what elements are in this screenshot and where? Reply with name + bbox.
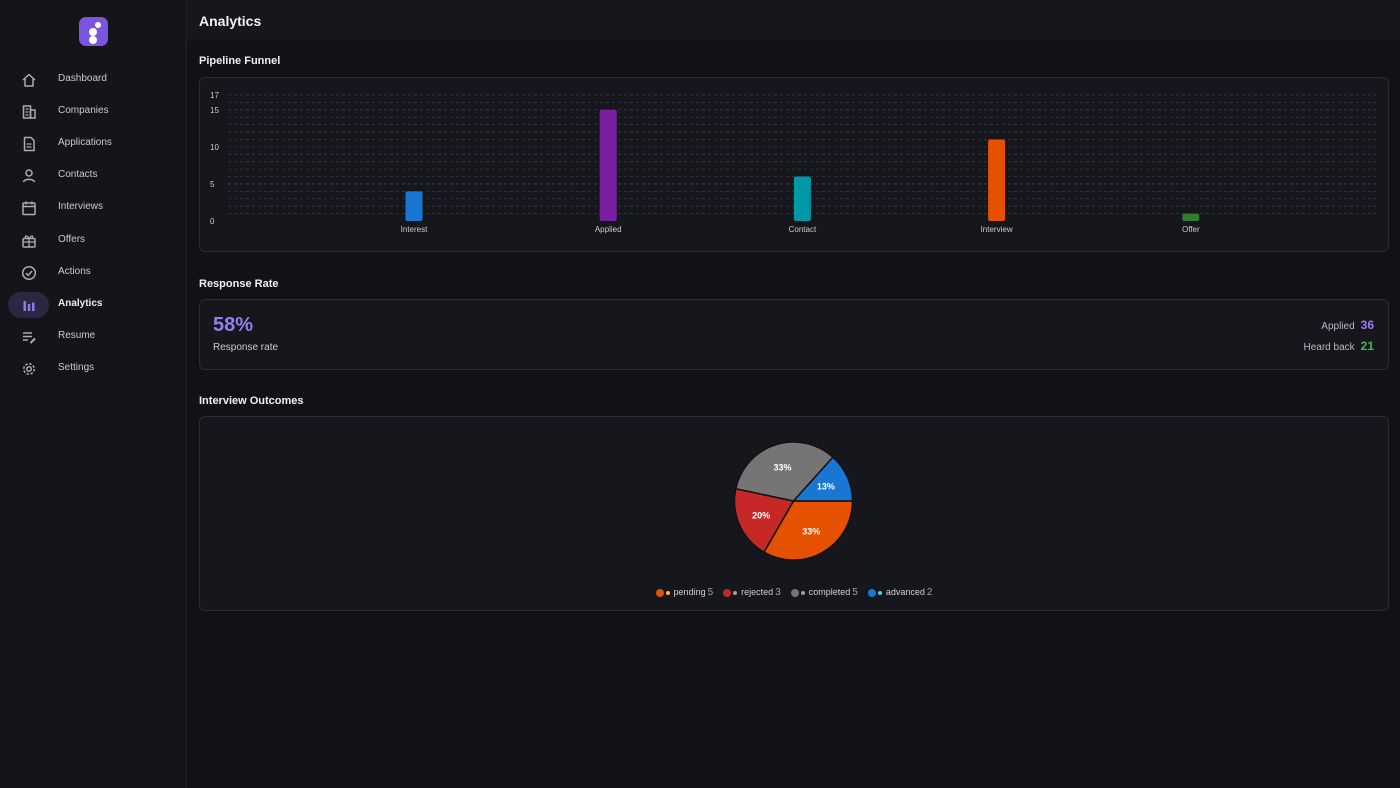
heard-back-label: Heard back: [1303, 342, 1355, 353]
app-logo[interactable]: [79, 17, 108, 46]
bar-contact[interactable]: [793, 176, 811, 221]
sidebar-item-label: Companies: [58, 105, 109, 117]
bar-interview[interactable]: [988, 139, 1006, 221]
response-section-title: Response Rate: [199, 278, 279, 290]
y-tick-label: 15: [210, 106, 219, 115]
legend-label: completed: [808, 587, 851, 597]
funnel-section-title: Pipeline Funnel: [199, 55, 281, 67]
gear-icon: [23, 362, 35, 375]
x-tick-label: Contact: [789, 225, 817, 234]
outcomes-section-title: Interview Outcomes: [199, 395, 304, 407]
y-tick-label: 17: [210, 91, 219, 100]
sidebar-item-resume[interactable]: Resume: [8, 324, 95, 350]
legend-swatch: [655, 588, 664, 597]
applied-stat: Applied 36: [1321, 318, 1374, 332]
sidebar-item-label: Contacts: [58, 169, 98, 181]
legend-swatch: [723, 588, 732, 597]
building-icon: [22, 105, 36, 119]
pie-slice-label: 33%: [774, 462, 792, 472]
bar-interest[interactable]: [405, 191, 423, 221]
sidebar-item-contacts[interactable]: Contacts: [8, 163, 97, 189]
applied-label: Applied: [1321, 321, 1355, 332]
legend-item-pending[interactable]: pending 5: [655, 587, 714, 598]
x-tick-label: Interview: [981, 225, 1013, 234]
legend-count: 5: [707, 587, 714, 598]
applied-value: 36: [1360, 318, 1374, 332]
pie-slice-pending[interactable]: [762, 500, 854, 561]
bar-applied[interactable]: [599, 109, 617, 221]
x-tick-label: Interest: [401, 225, 428, 234]
legend-item-advanced[interactable]: advanced 2: [867, 587, 933, 598]
sidebar: Dashboard Companies Applications Contacts In…: [0, 0, 187, 788]
sidebar-item-applications[interactable]: Applications: [8, 131, 112, 157]
y-tick-label: 10: [210, 143, 219, 152]
pipeline-funnel-card: 17 15 10 5 0 Interest Applied Contact Interview O…: [199, 77, 1389, 252]
legend-swatch: [790, 588, 799, 597]
legend-dot: [877, 590, 882, 595]
bar-chart-icon: [23, 300, 35, 311]
home-icon: [22, 73, 36, 87]
header: Analytics: [187, 0, 1400, 41]
legend-swatch: [867, 588, 876, 597]
pie-slice-rejected[interactable]: [733, 487, 795, 554]
legend-label: advanced: [885, 587, 925, 597]
sidebar-item-dashboard[interactable]: Dashboard: [8, 67, 107, 93]
interview-outcomes-card: 33% 20% 33% 13% pending 5 rejected 3 completed 5…: [199, 416, 1389, 611]
heard-back-stat: Heard back 21: [1304, 339, 1375, 353]
y-tick-label: 0: [210, 217, 215, 226]
sidebar-item-label: Settings: [58, 361, 95, 373]
sidebar-item-label: Offers: [58, 233, 86, 245]
legend-label: rejected: [741, 587, 774, 597]
pie-slice-label: 33%: [802, 527, 820, 537]
pie-slice-advanced[interactable]: [791, 456, 854, 502]
sidebar-item-label: Applications: [58, 137, 112, 149]
legend-dot: [733, 590, 738, 595]
sidebar-item-offers[interactable]: Offers: [8, 228, 85, 254]
sidebar-item-label: Interviews: [58, 201, 104, 213]
legend-item-completed[interactable]: completed 5: [790, 587, 858, 598]
main-content: Analytics Pipeline Funnel 17 15 10 5 0 Intere…: [187, 0, 1400, 788]
x-tick-label: Applied: [595, 225, 622, 234]
sidebar-item-label: Analytics: [58, 297, 103, 309]
gift-icon: [22, 234, 36, 248]
legend-dot: [665, 590, 670, 595]
y-tick-label: 5: [210, 180, 215, 189]
legend-dot: [800, 590, 805, 595]
calendar-icon: [22, 201, 36, 216]
response-rate-card: 58% Response rate Applied 36 Heard back 21: [199, 299, 1389, 370]
sidebar-item-label: Resume: [58, 329, 96, 341]
sidebar-item-actions[interactable]: Actions: [8, 260, 91, 286]
response-rate-label: Response rate: [213, 342, 279, 353]
edit-list-icon: [23, 332, 36, 344]
legend-count: 2: [926, 587, 933, 598]
x-tick-label: Offer: [1182, 225, 1200, 234]
pipeline-funnel-chart: 17 15 10 5 0 Interest Applied Contact Interview O…: [210, 91, 1376, 234]
legend-count: 3: [775, 587, 781, 598]
pie-slice-label: 20%: [752, 510, 770, 520]
legend-count: 5: [852, 587, 858, 598]
bar-offer[interactable]: [1182, 213, 1200, 221]
sidebar-item-interviews[interactable]: Interviews: [8, 195, 103, 221]
page-title: Analytics: [199, 13, 262, 29]
sidebar-item-analytics[interactable]: Analytics: [8, 291, 102, 318]
check-circle-icon: [21, 265, 37, 280]
legend-label: pending: [673, 587, 706, 597]
sidebar-item-label: Actions: [58, 265, 91, 277]
response-rate-value: 58%: [213, 314, 254, 336]
sidebar-item-settings[interactable]: Settings: [8, 356, 94, 382]
sidebar-item-companies[interactable]: Companies: [8, 99, 109, 125]
pie-slice-label: 13%: [817, 482, 835, 492]
sidebar-item-label: Dashboard: [58, 73, 107, 84]
heard-back-value: 21: [1360, 339, 1374, 353]
document-icon: [23, 136, 35, 152]
person-icon: [22, 169, 36, 183]
pie-slice-completed[interactable]: [734, 441, 835, 502]
legend-item-rejected[interactable]: rejected 3: [723, 587, 781, 598]
pie-legend: pending 5 rejected 3 completed 5 advanced 2: [200, 587, 1388, 598]
interview-outcomes-pie-chart: 33% 20% 33% 13%: [733, 441, 854, 561]
